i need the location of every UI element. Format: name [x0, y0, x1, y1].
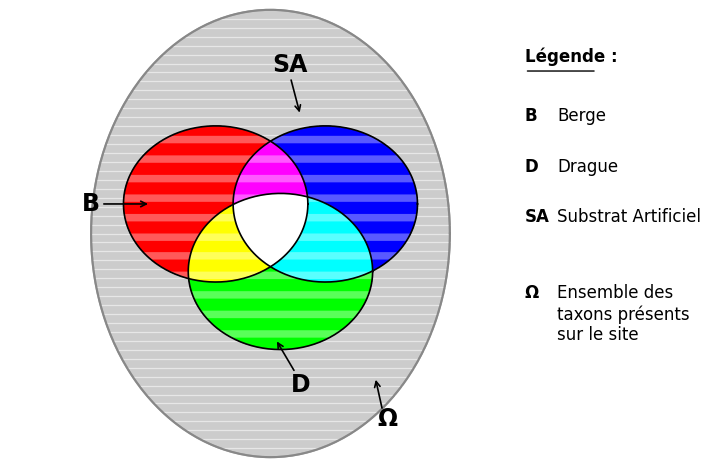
Text: SA: SA	[273, 53, 308, 77]
Text: Berge: Berge	[557, 107, 606, 125]
Text: B: B	[525, 107, 537, 125]
Text: Ω: Ω	[525, 284, 539, 302]
Text: D: D	[291, 374, 310, 397]
Text: Ensemble des
taxons présents
sur le site: Ensemble des taxons présents sur le site	[557, 284, 690, 344]
Ellipse shape	[91, 10, 450, 457]
Text: Drague: Drague	[557, 157, 618, 176]
Text: SA: SA	[525, 208, 549, 226]
Text: D: D	[525, 157, 539, 176]
Text: B: B	[82, 192, 100, 216]
Text: Substrat Artificiel: Substrat Artificiel	[557, 208, 701, 226]
Text: Légende :: Légende :	[525, 47, 617, 65]
Text: Ω: Ω	[378, 407, 397, 431]
